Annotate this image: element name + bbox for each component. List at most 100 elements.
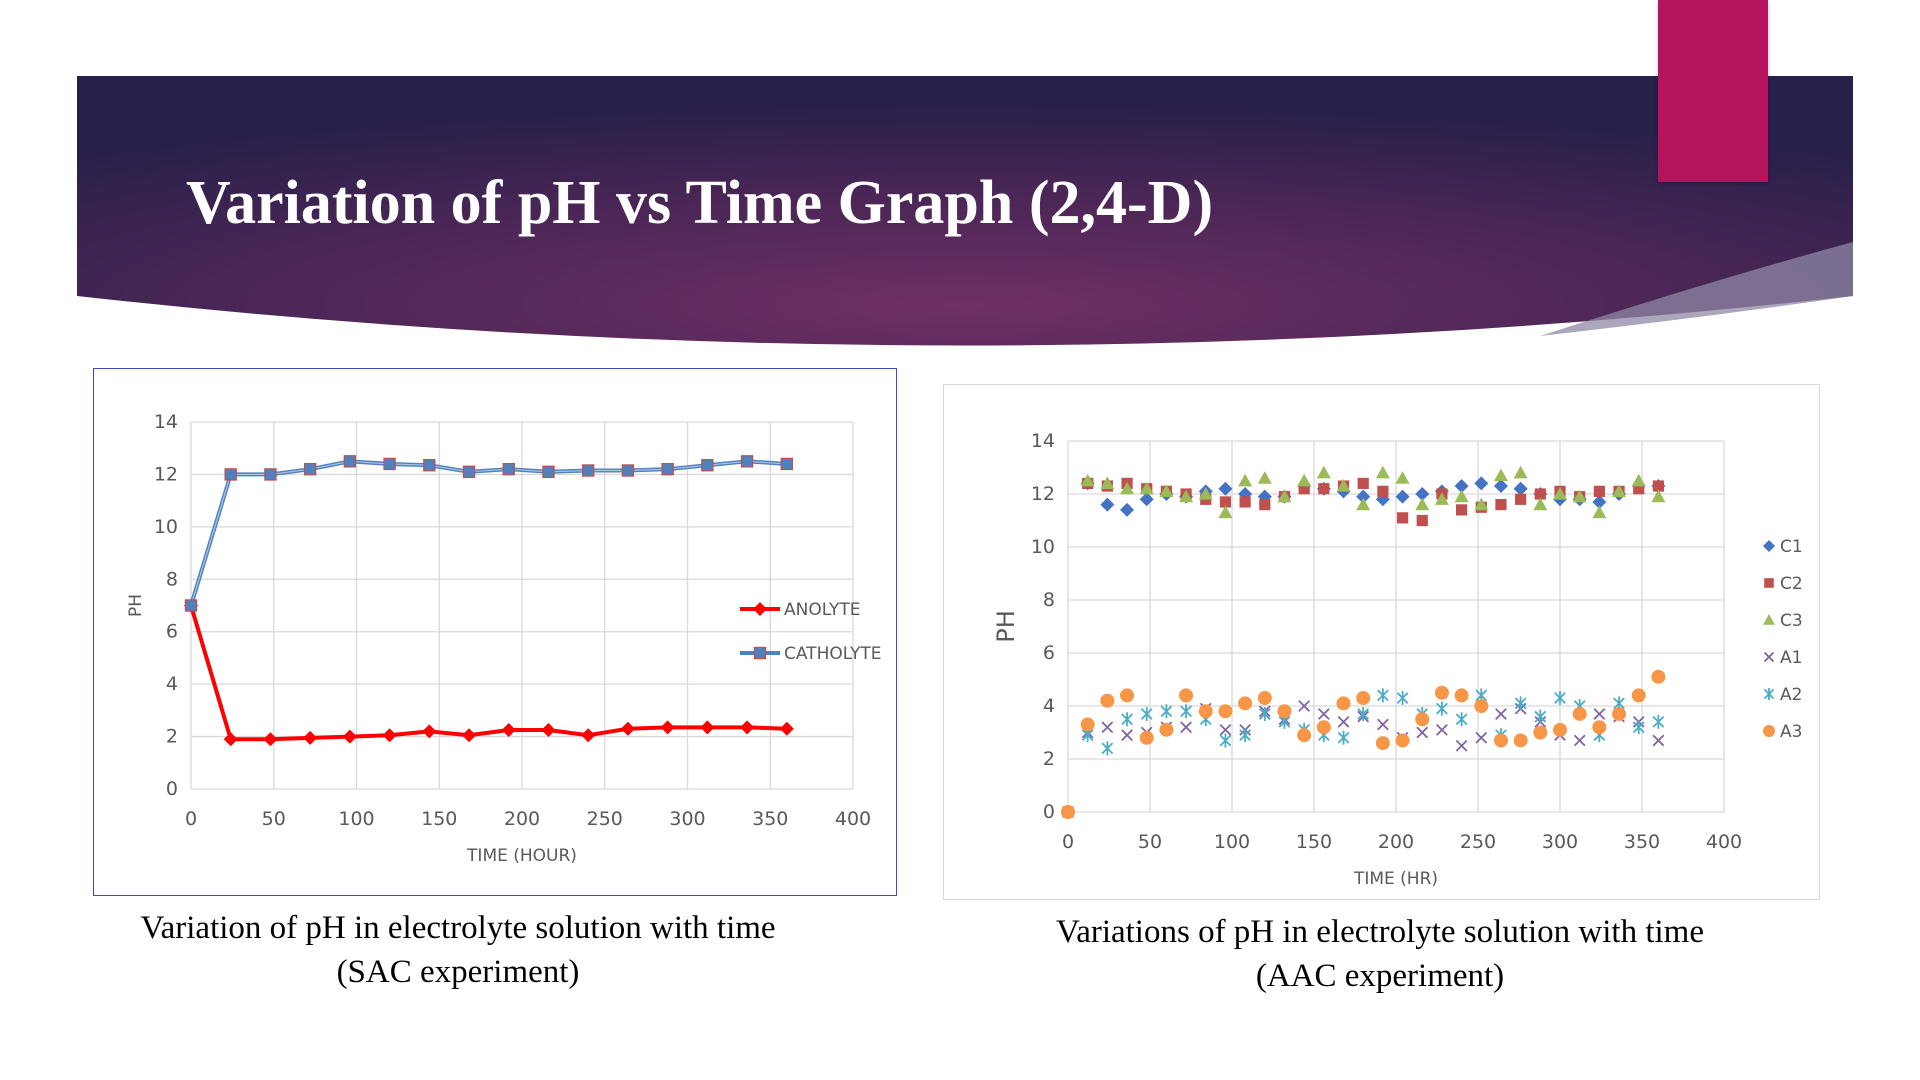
series-catholyte xyxy=(184,455,794,612)
data-point-c3 xyxy=(1257,471,1272,484)
data-point-a3 xyxy=(1120,688,1135,703)
data-point-a2 xyxy=(1121,712,1133,727)
sac-chart-frame: 0 2 4 6 8 10 12 14 0 50 100 150 200 250 300 350 400 TIME … xyxy=(93,368,897,896)
data-point-a3 xyxy=(1474,699,1489,713)
y-tick-label: 2 xyxy=(1043,748,1055,770)
data-point-c3 xyxy=(1474,497,1489,511)
data-point-c1 xyxy=(1513,481,1528,496)
sac-caption-line-2: (SAC experiment) xyxy=(336,954,580,990)
data-point-a3 xyxy=(1651,669,1666,684)
data-point-anolyte xyxy=(501,723,516,738)
y-tick-label: 4 xyxy=(1043,695,1055,717)
data-point-a3 xyxy=(1631,688,1646,703)
data-point-c1 xyxy=(1100,497,1115,512)
title-banner xyxy=(77,76,1853,346)
x-tick-label: 100 xyxy=(1214,831,1250,853)
data-point-a2 xyxy=(1436,701,1448,716)
y-tick-label: 0 xyxy=(1043,801,1055,823)
data-point-a3 xyxy=(1277,704,1292,719)
data-point-c2 xyxy=(1298,483,1310,495)
data-point-a1 xyxy=(1652,734,1665,747)
aac-chart-frame: 0 2 4 6 8 10 12 14 0 50 100 150 200 250 300 350 400 TIME … xyxy=(943,384,1820,900)
data-point-a3 xyxy=(1159,722,1174,737)
data-point-c1 xyxy=(1139,492,1154,507)
aac-caption-line-2: (AAC experiment) xyxy=(1255,958,1505,994)
series-a2 xyxy=(1081,688,1665,756)
data-point-a1 xyxy=(1337,716,1350,728)
data-point-a3 xyxy=(1415,712,1430,727)
data-point-c3 xyxy=(1179,489,1194,503)
data-point-a2 xyxy=(1396,691,1409,706)
data-point-c3 xyxy=(1139,481,1154,495)
data-point-a3 xyxy=(1080,717,1095,732)
data-point-a3 xyxy=(1513,733,1528,748)
data-point-a2 xyxy=(1455,712,1468,727)
legend-marker-anolyte xyxy=(753,602,767,616)
data-point-anolyte xyxy=(620,721,635,736)
x-tick-label: 150 xyxy=(421,808,457,830)
data-point-catholyte xyxy=(303,462,317,476)
data-point-a3 xyxy=(1395,733,1410,748)
x-tick-label: 100 xyxy=(338,808,374,830)
data-point-c3 xyxy=(1612,484,1627,497)
data-point-c3 xyxy=(1159,484,1174,497)
data-point-c3 xyxy=(1434,492,1449,505)
x-tick-label: 0 xyxy=(1062,831,1074,853)
data-point-anolyte xyxy=(660,720,675,735)
data-point-c3 xyxy=(1513,465,1528,479)
data-point-anolyte xyxy=(779,721,794,736)
data-point-a1 xyxy=(1317,708,1330,720)
data-point-catholyte xyxy=(780,457,794,471)
data-point-c2 xyxy=(1534,488,1546,500)
aac-caption-line-1: Variations of pH in electrolyte solution… xyxy=(1056,914,1704,950)
aac-scatter-chart: 0 2 4 6 8 10 12 14 0 50 100 150 200 250 300 350 400 TIME … xyxy=(992,430,1803,889)
data-point-a3 xyxy=(1434,685,1449,700)
data-point-c3 xyxy=(1493,468,1508,482)
data-point-a1 xyxy=(1475,731,1488,744)
sac-line-chart: 0 2 4 6 8 10 12 14 0 50 100 150 200 250 300 350 400 TIME … xyxy=(126,411,881,866)
data-point-catholyte xyxy=(542,465,555,479)
data-point-a3 xyxy=(1061,805,1075,819)
x-tick-label: 150 xyxy=(1296,831,1332,853)
x-tick-label: 350 xyxy=(752,808,788,830)
y-tick-label: 6 xyxy=(166,621,178,643)
legend-marker-c1 xyxy=(1763,540,1775,552)
data-point-c3 xyxy=(1277,489,1292,503)
y-tick-label: 6 xyxy=(1043,642,1055,664)
data-point-a3 xyxy=(1592,720,1607,735)
data-point-a2 xyxy=(1652,714,1665,729)
data-point-c2 xyxy=(1633,483,1645,495)
data-point-a2 xyxy=(1160,704,1173,719)
sac-caption: Variation of pH in electrolyte solution … xyxy=(93,906,823,994)
data-point-a1 xyxy=(1436,723,1448,736)
data-point-a3 xyxy=(1375,736,1390,751)
x-tick-label: 400 xyxy=(1706,831,1742,853)
data-point-a1 xyxy=(1101,721,1114,734)
legend-label-c2: C2 xyxy=(1780,574,1803,594)
x-tick-label: 200 xyxy=(504,808,540,830)
data-point-a3 xyxy=(1218,704,1233,719)
data-point-a3 xyxy=(1356,691,1371,706)
data-point-a3 xyxy=(1179,688,1194,703)
x-tick-label: 350 xyxy=(1624,831,1660,853)
data-point-c2 xyxy=(1259,499,1271,511)
x-tick-label: 400 xyxy=(835,808,871,830)
data-point-c1 xyxy=(1375,492,1390,507)
y-tick-label: 10 xyxy=(1031,536,1055,558)
legend-marker-a1 xyxy=(1763,651,1775,663)
y-tick-label: 8 xyxy=(166,568,178,590)
data-point-c2 xyxy=(1495,499,1507,511)
data-point-c3 xyxy=(1336,479,1351,492)
series-a3 xyxy=(1061,669,1666,819)
data-point-c2 xyxy=(1357,477,1369,489)
data-point-a3 xyxy=(1297,728,1312,743)
data-point-c2 xyxy=(1652,480,1664,492)
data-point-catholyte xyxy=(462,465,476,479)
data-point-c1 xyxy=(1120,502,1135,517)
data-point-c3 xyxy=(1080,473,1095,487)
data-point-c3 xyxy=(1415,497,1430,511)
series-c2 xyxy=(1062,477,1664,818)
data-point-c3 xyxy=(1218,505,1233,519)
data-point-a3 xyxy=(1493,733,1508,748)
legend-label-c1: C1 xyxy=(1780,537,1803,557)
